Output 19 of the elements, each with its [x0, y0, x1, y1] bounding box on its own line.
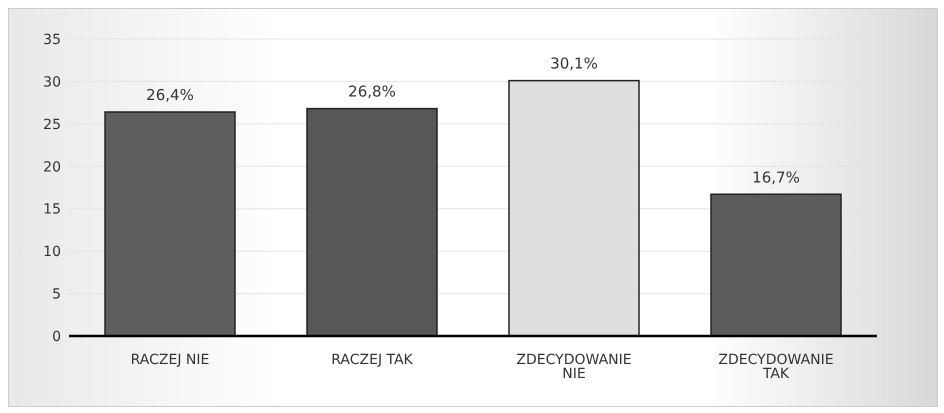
y-tick-label: 15	[43, 202, 61, 218]
data-label: 26,4%	[146, 86, 194, 104]
bar	[104, 111, 236, 336]
y-tick-label: 30	[43, 74, 61, 90]
y-tick-label: 0	[52, 328, 61, 345]
y-tick-label: 35	[43, 32, 61, 48]
y-tick-label: 10	[43, 244, 61, 260]
data-label: 16,7%	[752, 168, 800, 186]
data-label: 30,1%	[550, 54, 598, 73]
y-tick-label: 5	[52, 286, 61, 303]
bar	[306, 108, 438, 336]
x-tick-label: ZDECYDOWANIE NIE	[516, 352, 632, 382]
y-tick-label: 20	[43, 159, 61, 176]
x-tick-label: RACZEJ TAK	[331, 352, 414, 368]
x-tick-label: ZDECYDOWANIE TAK	[718, 352, 834, 382]
y-tick-label: 25	[43, 116, 61, 133]
data-label: 26,8%	[348, 82, 396, 101]
bar	[710, 194, 842, 336]
x-tick-label: RACZEJ NIE	[130, 352, 210, 368]
